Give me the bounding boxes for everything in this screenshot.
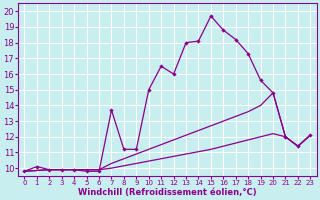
X-axis label: Windchill (Refroidissement éolien,°C): Windchill (Refroidissement éolien,°C) xyxy=(78,188,257,197)
